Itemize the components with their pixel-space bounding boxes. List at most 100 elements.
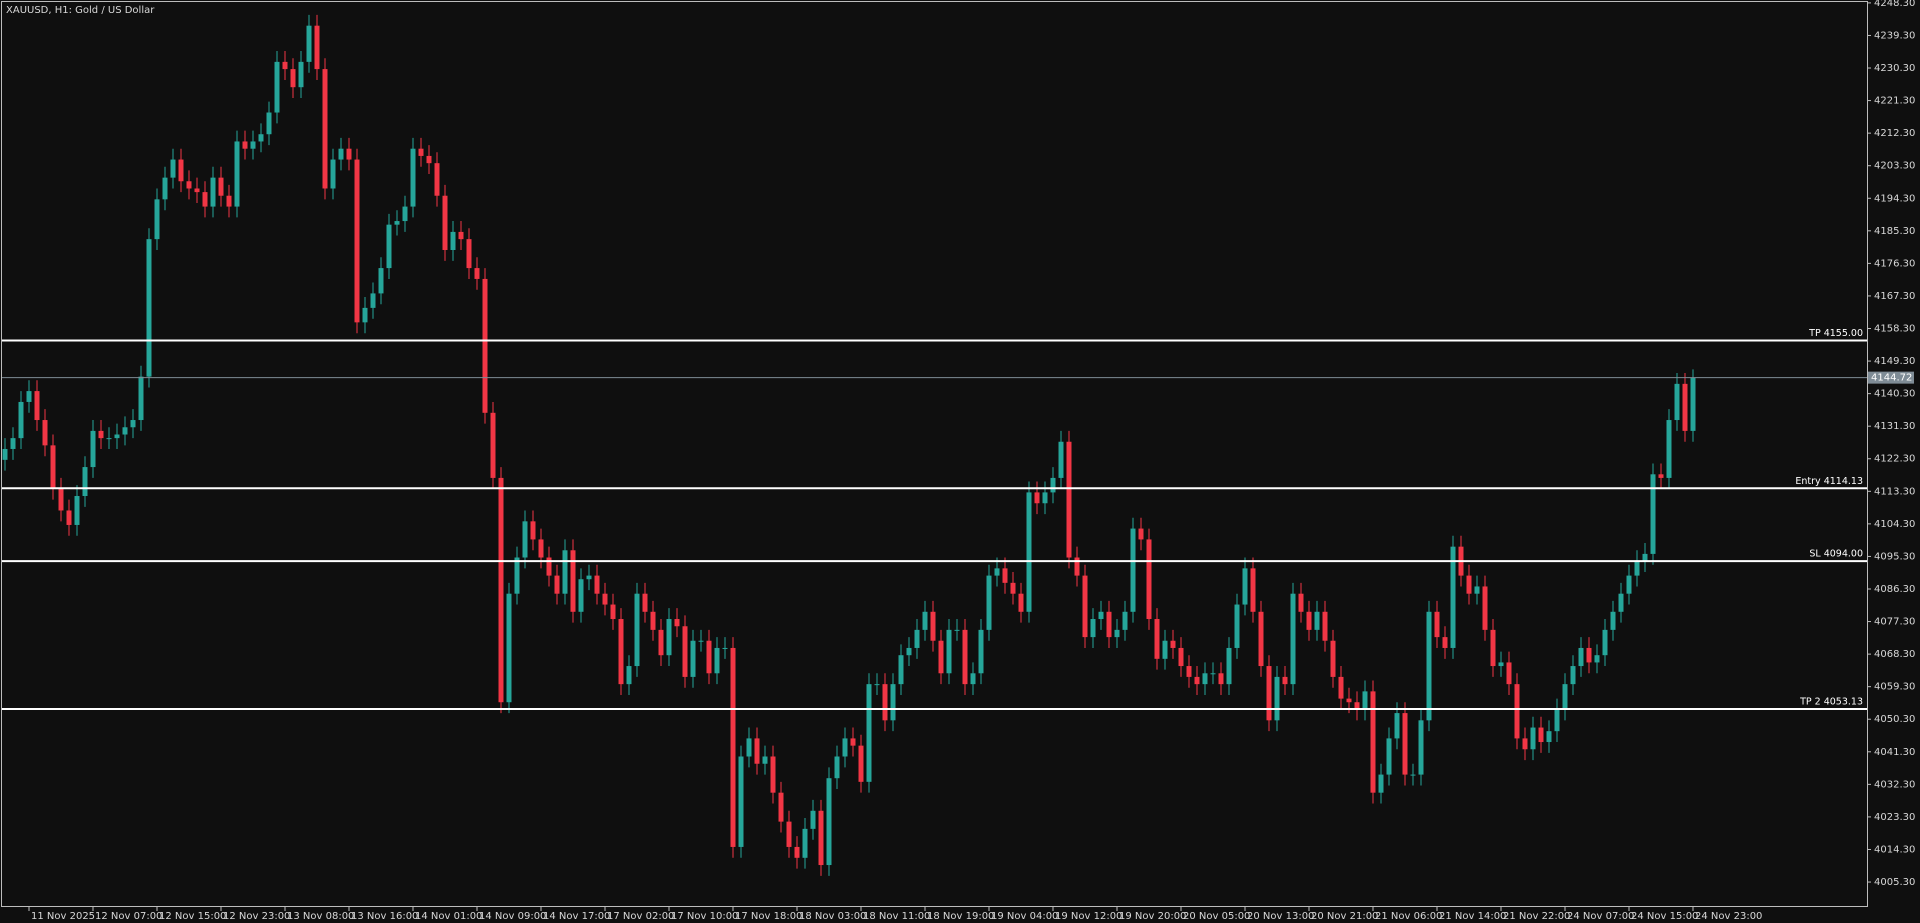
candle-body [1346,698,1352,703]
candle-body [1626,575,1632,594]
y-tick-label: 4005.30 [1874,877,1915,888]
x-tick-label: 18 Nov 19:00 [927,911,994,922]
candle-body [74,496,80,525]
candle-body [658,629,664,656]
candle-body [1450,546,1456,648]
candle-body [1594,655,1600,663]
candle-body [1010,582,1016,594]
candle-body [1466,575,1472,594]
x-tick-label: 17 Nov 18:00 [735,911,802,922]
candle-body [146,239,152,377]
y-tick-label: 4203.30 [1874,161,1915,172]
x-tick-label: 21 Nov 14:00 [1439,911,1506,922]
candle-body [938,640,944,674]
candle-body [1202,673,1208,685]
candle-body [210,177,216,207]
candle-body [1194,676,1200,685]
candle-body [914,629,920,648]
candle-body [1242,568,1248,605]
candle-body [1082,575,1088,638]
candle-body [1578,647,1584,667]
candle-body [746,738,752,757]
y-tick-label: 4230.30 [1874,63,1915,74]
candle-body [1666,420,1672,478]
candle-body [1050,477,1056,493]
candle-body [850,738,856,746]
candle-body [114,434,120,439]
candle-body [1434,611,1440,638]
candle-body [402,206,408,222]
x-tick-label: 14 Nov 09:00 [479,911,546,922]
candle-body [202,192,208,207]
candle-body [522,521,528,558]
candle-body [906,647,912,656]
candle-body [1114,629,1120,638]
candle-body [1618,593,1624,612]
x-tick-label: 13 Nov 16:00 [351,911,418,922]
candle-body [530,521,536,540]
x-tick-label: 12 Nov 07:00 [95,911,162,922]
y-tick-label: 4014.30 [1874,844,1915,855]
y-tick-label: 4221.30 [1874,96,1915,107]
y-tick-label: 4131.30 [1874,421,1915,432]
y-tick-label: 4050.30 [1874,714,1915,725]
candle-body [890,684,896,721]
y-tick-label: 4068.30 [1874,649,1915,660]
candle-body [1330,640,1336,677]
candle-body [90,430,96,468]
candle-body [618,619,624,685]
candle-body [1314,611,1320,630]
candle-body [1546,731,1552,743]
candle-body [1266,666,1272,721]
candle-body [1538,727,1544,743]
candle-body [1554,709,1560,732]
candle-body [802,828,808,858]
candle-body [1258,611,1264,667]
candle-body [1106,611,1112,638]
candle-body [290,69,296,88]
candle-body [322,69,328,189]
candle-body [1682,383,1688,431]
y-tick-label: 4086.30 [1874,584,1915,595]
candle-body [1426,611,1432,721]
candle-body [242,141,248,149]
candle-body [634,593,640,667]
candle-body [490,412,496,478]
y-tick-label: 4194.30 [1874,193,1915,204]
last-price-label: 4144.72 [1871,373,1912,384]
candle-body [514,557,520,594]
chart-title: XAUUSD, H1: Gold / US Dollar [6,5,155,16]
candle-body [1218,673,1224,685]
candle-body [562,550,568,594]
candle-body [1042,492,1048,504]
candle-body [154,199,160,240]
y-tick-label: 4023.30 [1874,812,1915,823]
candle-body [970,673,976,685]
candle-body [1634,561,1640,576]
candle-body [946,629,952,674]
candle-body [34,391,40,421]
candle-body [362,307,368,323]
x-tick-label: 14 Nov 17:00 [543,911,610,922]
candle-body [1178,647,1184,667]
candle-body [178,159,184,182]
candle-body [1058,441,1064,478]
candle-body [1226,647,1232,685]
candle-body [898,655,904,685]
candle-body [1074,557,1080,576]
candle-body [330,159,336,189]
last-price-box [1868,371,1914,384]
candle-body [922,611,928,630]
candle-body [1506,662,1512,685]
x-tick-label: 20 Nov 21:00 [1311,911,1378,922]
candle-body [98,430,104,439]
x-tick-label: 24 Nov 15:00 [1631,911,1698,922]
candle-body [674,619,680,627]
x-tick-label: 17 Nov 10:00 [671,911,738,922]
candle-body [266,112,272,135]
candle-body [274,61,280,113]
x-tick-label: 20 Nov 05:00 [1183,911,1250,922]
candle-body [706,640,712,674]
